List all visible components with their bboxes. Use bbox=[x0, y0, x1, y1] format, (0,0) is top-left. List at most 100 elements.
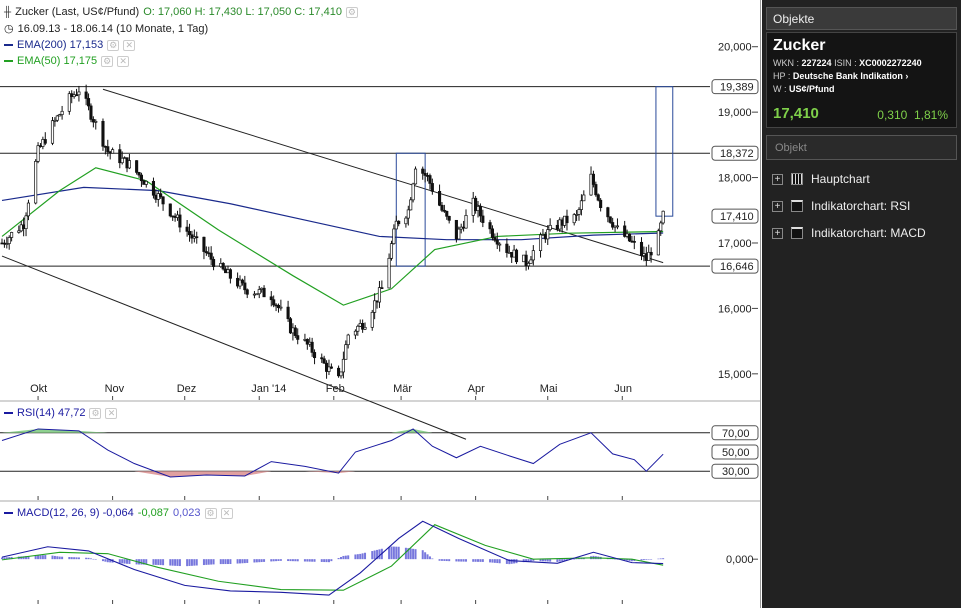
candle-body bbox=[642, 253, 646, 256]
candle-body bbox=[625, 233, 629, 237]
close-icon[interactable]: ✕ bbox=[105, 407, 118, 419]
macd-histogram-bar bbox=[157, 559, 160, 565]
macd-histogram-bar bbox=[53, 555, 56, 560]
gear-icon[interactable]: ⚙ bbox=[89, 407, 102, 419]
candle-body bbox=[312, 352, 317, 359]
candle-body bbox=[10, 232, 14, 238]
macd-histogram-bar bbox=[277, 559, 280, 561]
macd-histogram-bar bbox=[87, 557, 90, 560]
candle-body bbox=[353, 330, 357, 336]
candle-body bbox=[599, 199, 603, 208]
expand-icon[interactable]: + bbox=[772, 227, 783, 239]
macd-histogram-bar bbox=[556, 559, 559, 562]
candle-body bbox=[356, 325, 360, 332]
candle-body bbox=[425, 175, 430, 177]
sidebar-item-macd[interactable]: + Indikatorchart: MACD bbox=[772, 224, 926, 242]
candle-body bbox=[507, 252, 511, 254]
macd-histogram-bar bbox=[527, 559, 530, 562]
macd-histogram-bar bbox=[549, 559, 552, 562]
instrument-card[interactable]: Zucker WKN : 227224 ISIN : XC0002272240 … bbox=[766, 32, 957, 128]
candle-body bbox=[17, 230, 21, 233]
macd-histogram-bar bbox=[573, 559, 576, 560]
candle-body bbox=[269, 296, 273, 301]
macd-histogram-bar bbox=[291, 559, 294, 562]
gear-icon[interactable]: ⚙ bbox=[345, 6, 358, 18]
candle-body bbox=[70, 93, 74, 97]
close-icon[interactable]: ✕ bbox=[123, 39, 136, 51]
sidebar-item-rsi[interactable]: + Indikatorchart: RSI bbox=[772, 197, 910, 215]
candle-body bbox=[397, 220, 401, 225]
macd-histogram-bar bbox=[320, 559, 323, 562]
macd-histogram-bar bbox=[623, 559, 626, 561]
macd-histogram-bar bbox=[159, 559, 162, 566]
gear-icon[interactable]: ⚙ bbox=[107, 39, 120, 51]
candle-body bbox=[221, 263, 225, 270]
macd-histogram-bar bbox=[56, 556, 59, 560]
macd-histogram-bar bbox=[505, 559, 508, 564]
macd-histogram-bar bbox=[662, 558, 665, 560]
candle-body bbox=[510, 252, 514, 258]
chart-area[interactable]: 20,000 19,000 18,000 17,000 16,000 15,000 Okt N… bbox=[0, 0, 761, 608]
hp-value[interactable]: Deutsche Bank Indikation › bbox=[792, 71, 909, 81]
gear-icon[interactable]: ⚙ bbox=[101, 55, 114, 67]
candle-body bbox=[74, 94, 79, 97]
macd-histogram-bar bbox=[92, 558, 95, 560]
macd-histogram-bar bbox=[491, 559, 494, 563]
wkn-label: WKN : bbox=[773, 58, 799, 68]
candle-body bbox=[529, 259, 533, 264]
macd-histogram-bar bbox=[169, 559, 172, 566]
macd-histogram-bar bbox=[344, 555, 347, 560]
macd-histogram-bar bbox=[455, 559, 458, 562]
expand-icon[interactable]: + bbox=[772, 173, 783, 185]
macd-legend[interactable]: MACD(12, 26, 9) -0,064 -0,087 0,023 ⚙ ✕ bbox=[4, 507, 233, 519]
macd-histogram-bar bbox=[532, 559, 535, 561]
macd-histogram-bar bbox=[202, 559, 205, 566]
macd-histogram-bar bbox=[311, 559, 314, 562]
macd-histogram-bar bbox=[477, 559, 480, 562]
candle-body bbox=[462, 226, 466, 229]
macd-histogram-bar bbox=[440, 559, 443, 561]
ema50-line bbox=[1, 167, 664, 306]
rsi-overbought-fill bbox=[2, 428, 664, 433]
macd-histogram-bar bbox=[347, 555, 350, 560]
object-search-input[interactable]: Objekt bbox=[766, 135, 957, 160]
ema50-legend[interactable]: EMA(50) 17,175 ⚙ ✕ bbox=[4, 55, 130, 67]
candle-body bbox=[613, 225, 617, 228]
candle-body bbox=[19, 224, 23, 232]
indicator-icon bbox=[791, 227, 803, 239]
expand-icon[interactable]: + bbox=[772, 200, 783, 212]
price-change: 0,310 1,81% bbox=[877, 108, 948, 122]
candle-body bbox=[474, 197, 478, 212]
macd-histogram-bar bbox=[101, 559, 104, 562]
candle-body bbox=[178, 214, 182, 228]
macd-histogram-bar bbox=[239, 559, 242, 564]
close-icon[interactable]: ✕ bbox=[220, 507, 233, 519]
ema200-legend[interactable]: EMA(200) 17,153 ⚙ ✕ bbox=[4, 39, 136, 51]
candle-body bbox=[375, 300, 379, 303]
candle-body bbox=[101, 120, 105, 147]
candle-body bbox=[55, 115, 59, 121]
gear-icon[interactable]: ⚙ bbox=[204, 507, 217, 519]
candle-body bbox=[144, 180, 148, 185]
macd-histogram-bar bbox=[493, 559, 496, 563]
chart-canvas[interactable]: 20,000 19,000 18,000 17,000 16,000 15,000 Okt N… bbox=[0, 0, 761, 608]
close-icon[interactable]: ✕ bbox=[117, 55, 130, 67]
macd-histogram-bar bbox=[361, 553, 364, 560]
instrument-title: Zucker bbox=[773, 37, 826, 54]
candle-body bbox=[589, 173, 593, 196]
macd-histogram-bar bbox=[8, 557, 11, 560]
level-label: 16,646 bbox=[720, 261, 754, 273]
candle-body bbox=[257, 289, 261, 295]
hp-line[interactable]: HP : Deutsche Bank Indikation › bbox=[773, 71, 908, 81]
macd-swatch-icon bbox=[4, 512, 13, 514]
last-price: 17,410 bbox=[773, 105, 819, 122]
rsi-legend[interactable]: RSI(14) 47,72 ⚙ ✕ bbox=[4, 407, 118, 419]
candle-body bbox=[226, 269, 230, 274]
candle-body bbox=[606, 207, 610, 218]
wkn-isin-line: WKN : 227224 ISIN : XC0002272240 bbox=[773, 58, 922, 68]
candle-body bbox=[531, 250, 535, 261]
macd-histogram-bar bbox=[3, 557, 6, 560]
macd-histogram-bar bbox=[630, 559, 633, 562]
macd-histogram-bar bbox=[229, 559, 232, 565]
sidebar-item-hauptchart[interactable]: + Hauptchart bbox=[772, 170, 870, 188]
